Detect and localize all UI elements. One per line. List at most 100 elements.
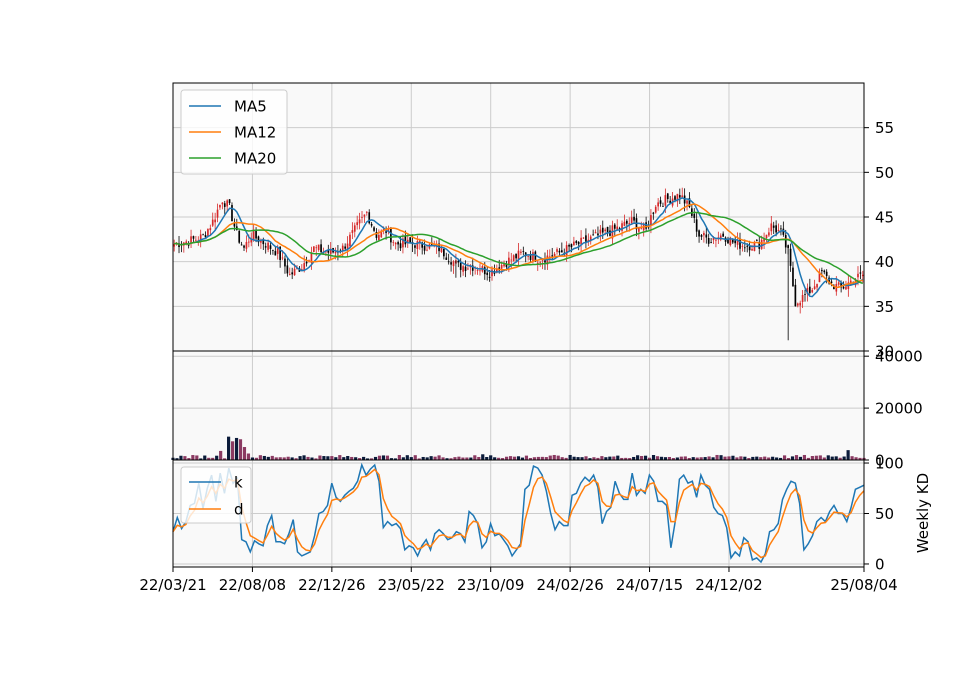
candle-body [462, 266, 464, 272]
volume-bar [246, 453, 251, 460]
candle-body [597, 233, 599, 236]
candle-body [325, 251, 327, 253]
candle-body [334, 251, 337, 254]
candle-body [447, 261, 450, 263]
volume-bar [651, 455, 656, 460]
candle-body [267, 242, 269, 250]
volume-bar [608, 456, 612, 460]
volume-bar [588, 458, 592, 460]
candle-body [327, 250, 330, 253]
volume-bar [850, 456, 854, 460]
volume-bar [834, 456, 838, 460]
volume-bar [560, 457, 564, 460]
candle-body [313, 246, 315, 252]
volume-bar [715, 454, 719, 460]
candle-body [240, 244, 243, 246]
candle-body [459, 261, 462, 270]
volume-bar [564, 457, 568, 460]
volume-bar [516, 456, 521, 460]
x-tick-label: 24/02/26 [536, 576, 603, 594]
volume-bar [703, 457, 707, 460]
candle-body [772, 225, 775, 228]
candle-body [320, 244, 322, 253]
candle-body [288, 273, 291, 275]
volume-bar [858, 457, 862, 460]
volume-bar [818, 455, 822, 460]
candle-body [599, 229, 602, 234]
volume-bar [270, 455, 274, 460]
candle-body [527, 256, 529, 257]
candle-body [570, 244, 573, 248]
candle-body [777, 229, 780, 232]
candle-body [845, 286, 847, 290]
volume-bar [842, 456, 846, 460]
volume-bar [532, 457, 536, 460]
candle-body [450, 262, 452, 265]
candle-body [409, 237, 411, 243]
volume-bar [822, 457, 826, 460]
candle-body [399, 243, 402, 249]
volume-bar [397, 454, 401, 460]
candle-body [760, 239, 763, 249]
candle-body [551, 255, 554, 257]
volume-bar [743, 456, 747, 460]
y-tick-label: 45 [875, 209, 894, 227]
candle-body [811, 290, 814, 293]
volume-bar [199, 458, 203, 460]
price-y-axis: 30 35 40 45 50 55 [864, 119, 894, 361]
volume-bar [497, 457, 501, 460]
volume-bar [234, 437, 239, 460]
candle-body [385, 231, 387, 233]
candle-body [842, 286, 845, 289]
volume-bar [854, 457, 858, 460]
volume-bar [373, 456, 378, 460]
volume-bar [242, 447, 247, 460]
volume-bar [612, 456, 616, 460]
candle-body [510, 259, 513, 261]
y-tick-label: 50 [875, 505, 894, 523]
volume-bar [636, 455, 640, 460]
candle-body [382, 228, 385, 231]
candle-body [633, 216, 635, 221]
candle-body [539, 262, 542, 264]
volume-bar [794, 455, 799, 460]
candle-body [390, 228, 392, 243]
candle-body [223, 203, 226, 207]
candle-body [645, 222, 647, 229]
candle-body [792, 267, 794, 287]
candle-body [394, 242, 397, 245]
volume-bar [683, 456, 687, 460]
candle-body [659, 200, 662, 204]
candle-body [423, 246, 426, 251]
candle-body [467, 268, 469, 270]
candle-body [662, 206, 664, 207]
candle-body [517, 250, 520, 260]
volume-bar [429, 456, 433, 460]
volume-bar [679, 456, 683, 460]
y-tick-label: 0 [875, 555, 885, 573]
volume-bar [655, 456, 660, 460]
volume-bar [179, 455, 183, 460]
volume-bar [592, 457, 596, 460]
candle-body [231, 205, 233, 222]
candle-body [861, 274, 864, 277]
candle-body [787, 245, 790, 248]
candle-body [577, 241, 580, 245]
candle-body [515, 253, 517, 259]
candle-body [681, 195, 684, 198]
volume-bar [731, 455, 735, 460]
candle-body [469, 266, 472, 268]
candle-body [397, 242, 399, 245]
candle-body [524, 252, 527, 257]
candle-body [628, 223, 631, 225]
volume-bar [461, 457, 465, 460]
volume-bar [751, 456, 755, 460]
candle-body [558, 250, 561, 253]
candle-body [630, 217, 633, 223]
x-tick-label: 23/05/22 [378, 576, 445, 594]
candle-body [520, 251, 522, 253]
candle-body [666, 193, 669, 199]
candle-body [363, 214, 366, 217]
volume-bar [691, 457, 695, 460]
